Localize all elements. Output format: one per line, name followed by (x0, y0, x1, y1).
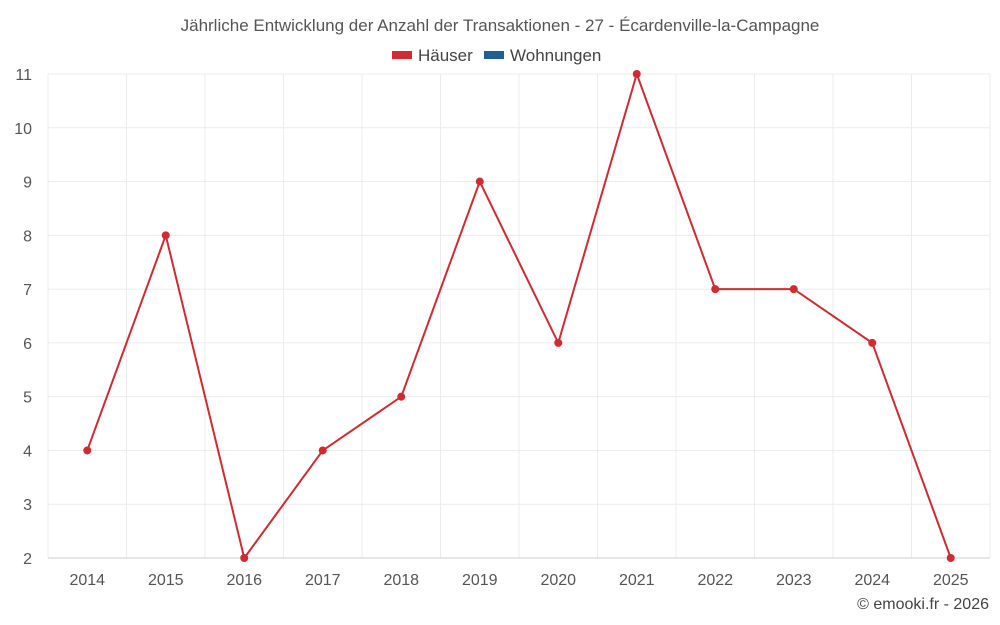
x-tick-label: 2017 (305, 572, 341, 589)
data-point[interactable] (240, 554, 249, 562)
data-point[interactable] (554, 338, 563, 347)
series-line (86, 70, 952, 561)
series-layer (83, 70, 955, 562)
x-tick-label: 2025 (933, 572, 969, 589)
y-tick-label: 8 (23, 228, 32, 245)
y-tick-label: 3 (23, 497, 32, 514)
x-tick-label: 2024 (854, 572, 890, 589)
data-point[interactable] (161, 231, 170, 240)
data-point[interactable] (397, 392, 406, 401)
y-axis-tick-labels: 2 3 4 5 6 7 8 9 10 11 (14, 67, 32, 568)
vertical-gridlines (47, 74, 991, 558)
data-point[interactable] (868, 338, 877, 347)
x-tick-label: 2016 (226, 572, 262, 589)
y-tick-label: 9 (23, 175, 32, 192)
y-tick-label: 4 (23, 443, 32, 460)
y-tick-label: 10 (14, 121, 32, 138)
x-tick-label: 2018 (383, 572, 419, 589)
data-point[interactable] (789, 285, 798, 294)
y-tick-label: 5 (23, 390, 32, 407)
x-tick-label: 2020 (540, 572, 576, 589)
data-point[interactable] (946, 554, 955, 562)
x-tick-label: 2023 (776, 572, 812, 589)
x-tick-label: 2021 (619, 572, 655, 589)
x-tick-label: 2019 (462, 572, 498, 589)
credit-text: © emooki.fr - 2026 (857, 596, 989, 613)
legend-label-wohnungen[interactable]: Wohnungen (510, 46, 601, 65)
x-tick-label: 2014 (69, 572, 105, 589)
legend-swatch-wohnungen[interactable] (484, 51, 504, 59)
horizontal-gridlines (48, 73, 990, 505)
y-tick-label: 6 (23, 336, 32, 353)
y-tick-label: 2 (23, 551, 32, 568)
data-point[interactable] (711, 285, 720, 294)
legend: Häuser Wohnungen (392, 46, 601, 65)
y-tick-label: 7 (23, 282, 32, 299)
x-tick-label: 2022 (697, 572, 733, 589)
data-point[interactable] (318, 446, 327, 455)
legend-label-haeuser[interactable]: Häuser (418, 46, 473, 65)
data-point[interactable] (475, 177, 484, 186)
chart-title: Jährliche Entwicklung der Anzahl der Tra… (181, 16, 820, 35)
x-tick-label: 2015 (148, 572, 184, 589)
x-axis-tick-labels: 2014 2015 2016 2017 2018 2019 2020 2021 2022 2023… (69, 572, 968, 589)
data-point[interactable] (632, 70, 641, 78)
y-tick-label: 11 (15, 67, 32, 84)
legend-swatch-haeuser[interactable] (392, 51, 412, 59)
data-point[interactable] (83, 446, 92, 455)
